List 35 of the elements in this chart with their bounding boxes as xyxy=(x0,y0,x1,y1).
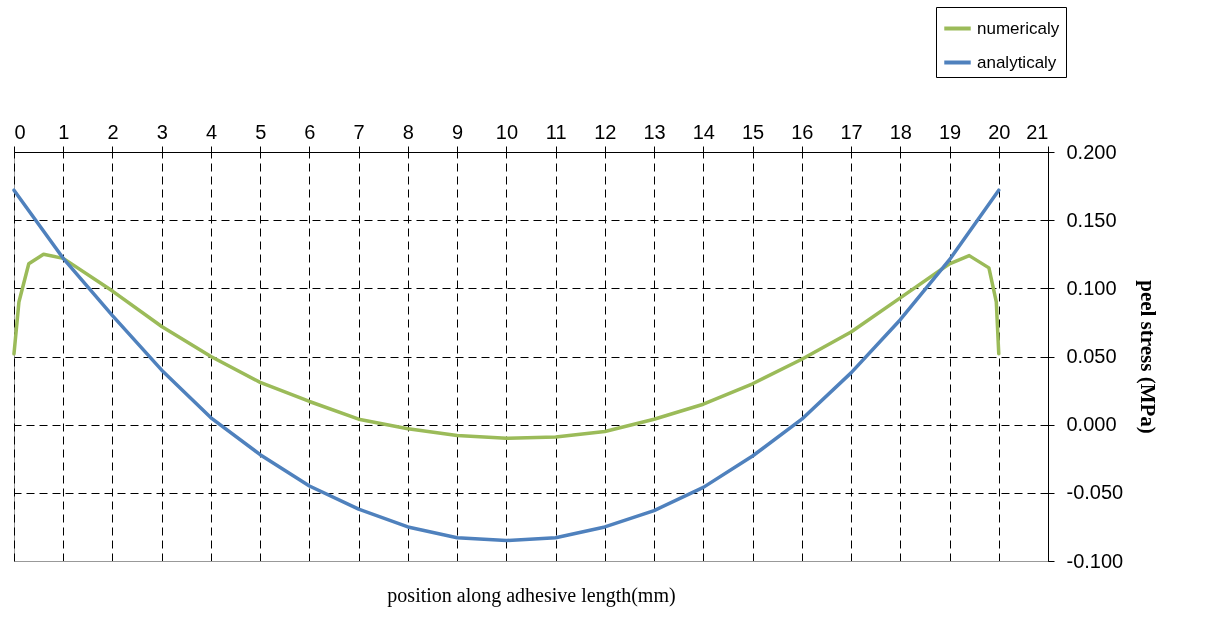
x-tick-label: 10 xyxy=(495,120,519,143)
y-tick-label: 0.150 xyxy=(1066,208,1117,231)
x-axis-title: position along adhesive length(mm) xyxy=(387,583,676,607)
x-tick-label: 16 xyxy=(791,120,814,143)
x-tick-label: 7 xyxy=(353,120,365,143)
x-tick-label: 18 xyxy=(889,120,912,143)
x-tick-label: 13 xyxy=(643,120,666,143)
x-tick-label: 21 xyxy=(1026,120,1049,143)
y-axis-title: peel stress (MPa) xyxy=(1136,280,1161,434)
x-tick-label: 15 xyxy=(741,120,765,143)
x-tick-label: 9 xyxy=(452,120,464,143)
y-tick-label: 0.100 xyxy=(1066,276,1117,299)
x-tick-label: 19 xyxy=(938,120,962,143)
y-tick-label: 0.050 xyxy=(1066,345,1117,367)
y-tick-label: 0.000 xyxy=(1066,413,1117,436)
y-tick-label: -0.050 xyxy=(1066,481,1124,504)
x-tick-label: 5 xyxy=(255,120,267,143)
x-tick-label: 3 xyxy=(156,120,168,143)
x-tick-label: 4 xyxy=(205,120,218,143)
x-tick-label: 6 xyxy=(304,120,316,143)
x-tick-label: 0 xyxy=(14,120,26,143)
x-tick-label: 11 xyxy=(545,120,567,143)
y-tick-label: -0.100 xyxy=(1066,549,1124,572)
x-tick-label: 20 xyxy=(988,120,1011,143)
x-tick-label: 1 xyxy=(58,120,70,143)
legend-label: numericaly xyxy=(977,18,1060,38)
x-tick-label: 12 xyxy=(594,120,617,143)
x-tick-label: 14 xyxy=(692,120,715,143)
legend-label: analyticaly xyxy=(977,52,1057,72)
line-series xyxy=(12,252,1001,441)
line-series xyxy=(12,188,1001,543)
y-tick-label: 0.200 xyxy=(1066,140,1117,163)
x-tick-label: 2 xyxy=(107,120,119,143)
x-tick-label: 8 xyxy=(402,120,414,143)
x-tick-label: 17 xyxy=(840,120,863,143)
